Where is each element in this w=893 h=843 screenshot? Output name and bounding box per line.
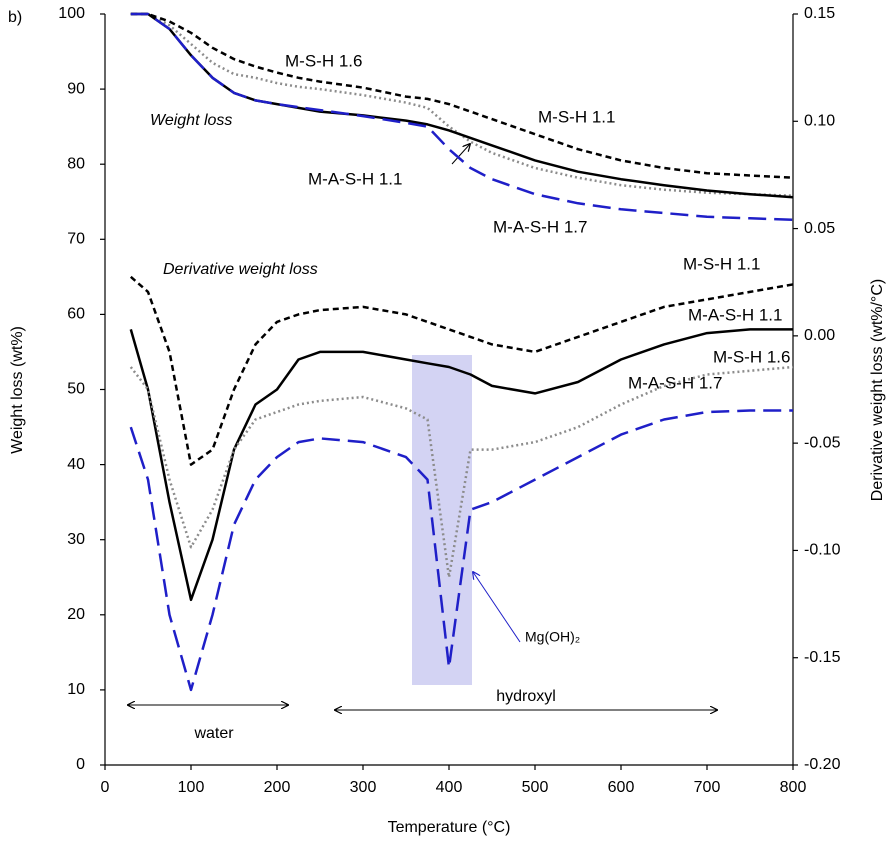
series-line [130, 12, 794, 197]
y-tick-label: 70 [67, 231, 85, 248]
series-line [129, 365, 794, 579]
annotation: Derivative weight loss [163, 261, 318, 278]
x-tick-label: 400 [436, 779, 463, 796]
y-tick-label: 60 [67, 306, 85, 323]
x-tick-label: 600 [608, 779, 635, 796]
x-tick-label: 100 [178, 779, 205, 796]
series-line [130, 12, 794, 199]
y-tick-label: 50 [67, 381, 85, 398]
x-tick-label: 700 [694, 779, 721, 796]
y-tick-label: 80 [67, 155, 85, 172]
series-label: M-S-H 1.6 [285, 51, 362, 70]
annotation: Weight loss [150, 112, 232, 129]
annotation: Mg(OH)₂ [525, 629, 580, 645]
y2-tick-label: 0.00 [804, 327, 835, 344]
y-tick-label: 10 [67, 681, 85, 698]
series-line [129, 328, 793, 602]
y-tick-label: 0 [76, 756, 85, 773]
mgoh2-arrow [473, 572, 521, 643]
y-tick-label: 100 [58, 5, 85, 22]
y2-tick-label: -0.20 [804, 756, 841, 773]
series-label: M-A-S-H 1.1 [308, 169, 402, 188]
series-label: M-A-S-H 1.7 [628, 373, 722, 392]
annotation: hydroxyl [496, 688, 556, 705]
x-tick-label: 800 [780, 779, 807, 796]
y2-tick-label: -0.15 [804, 649, 841, 666]
y2-tick-label: 0.10 [804, 113, 835, 130]
y-tick-label: 90 [67, 80, 85, 97]
y-axis-title: Weight loss (wt%) [9, 326, 26, 454]
y2-tick-label: 0.05 [804, 220, 835, 237]
y-tick-label: 30 [67, 531, 85, 548]
series-label: M-S-H 1.6 [713, 347, 790, 366]
y-tick-label: 20 [67, 606, 85, 623]
y2-tick-label: -0.10 [804, 542, 841, 559]
series-line [130, 12, 794, 222]
x-axis-title: Temperature (°C) [388, 819, 511, 836]
panel-label: b) [8, 9, 22, 26]
x-tick-label: 0 [101, 779, 110, 796]
x-tick-label: 200 [264, 779, 291, 796]
y2-tick-label: 0.15 [804, 5, 835, 22]
series-line [129, 409, 793, 692]
series-label: M-S-H 1.1 [683, 254, 760, 273]
y-tick-label: 40 [67, 456, 85, 473]
x-tick-label: 500 [522, 779, 549, 796]
label-arrow [451, 144, 470, 165]
x-tick-label: 300 [350, 779, 377, 796]
series-label: M-A-S-H 1.7 [493, 217, 587, 236]
y2-tick-label: -0.05 [804, 434, 841, 451]
series-label: M-A-S-H 1.1 [688, 305, 782, 324]
series-label: M-S-H 1.1 [538, 107, 615, 126]
annotation: water [193, 725, 234, 742]
y2-axis-title: Derivative weight loss (wt%/°C) [869, 279, 886, 501]
series-line [129, 275, 794, 466]
series-line [130, 12, 794, 179]
